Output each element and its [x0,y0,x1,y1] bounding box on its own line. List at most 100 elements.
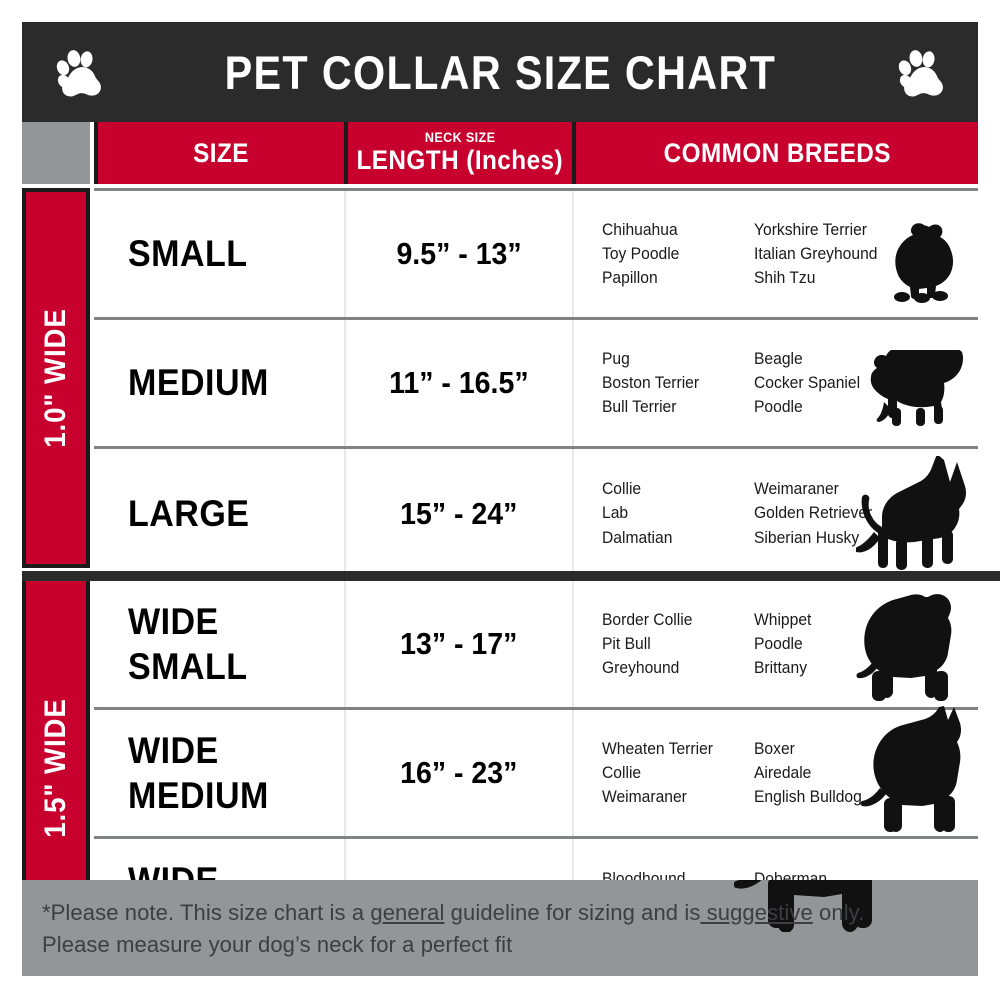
page-title: PET COLLAR SIZE CHART [224,45,776,99]
breed-item: Weimaraner [602,787,687,807]
breed-item: Whippet [754,609,812,629]
breed-item: Airedale [754,762,812,782]
size-label: SMALL [128,233,248,275]
breed-item: Papillon [602,268,658,288]
size-label: WIDE [128,729,219,771]
column-header-length: NECK SIZE LENGTH (Inches) [344,122,572,184]
breed-item: Toy Poodle [602,243,680,263]
cell-breeds: Pug Boston Terrier Bull Terrier Beagle C… [572,320,978,446]
breed-item: Cocker Spaniel [754,372,861,392]
breed-item: Collie [602,762,642,782]
length-value: 15” - 24” [400,495,518,531]
cell-length: 11” - 16.5” [344,320,572,446]
rail-label-text: 1.5" WIDE [39,698,72,838]
rail-label-1-0-wide: 1.0" WIDE [22,188,90,568]
column-header-size-label: SIZE [193,137,249,168]
length-value: 13” - 17” [400,626,518,661]
breed-item: Golden Retriever [754,503,873,523]
size-label: LARGE [128,492,250,534]
cell-length: 9.5” - 13” [344,191,572,317]
cell-length: 15” - 24” [344,449,572,578]
breed-item: Italian Greyhound [754,243,878,263]
corner-cell [22,122,90,184]
breed-column-1: Pug Boston Terrier Bull Terrier [602,347,742,419]
footer-text-c: only. [812,900,865,925]
breed-item: Boston Terrier [602,372,700,392]
breed-item: Beagle [754,348,803,368]
column-header-breeds-label: COMMON BREEDS [663,137,891,168]
breed-column-2: Beagle Cocker Spaniel Poodle [754,347,910,419]
column-header-length-caption: NECK SIZE [424,129,496,145]
breed-item: English Bulldog [754,787,862,807]
size-label: MEDIUM [128,775,269,816]
breed-item: Bull Terrier [602,397,677,417]
cell-breeds: Border Collie Pit Bull Greyhound Whippet… [572,581,978,707]
cell-breeds: Chihuahua Toy Poodle Papillon Yorkshire … [572,191,978,317]
length-value: 11” - 16.5” [389,365,529,400]
breed-item: Lab [602,503,629,523]
size-table: 1.0" WIDE 1.5" WIDE SIZE NECK SIZE LENGT… [22,122,1000,976]
table-row: WIDE SMALL 13” - 17” Border Collie Pit B… [94,581,978,710]
cell-size: SMALL [94,191,344,317]
footer-line-2: Please measure your dog’s neck for a per… [42,931,513,957]
breed-item: Siberian Husky [754,527,860,547]
table-row: WIDE MEDIUM 16” - 23” Wheaten Terrier Co… [94,706,978,839]
breed-item: Poodle [754,633,803,653]
pet-collar-size-chart: PET COLLAR SIZE CHART 1.0" WIDE 1.5" W [22,22,1000,976]
size-label: MEDIUM [128,362,269,404]
breed-column-2: Yorkshire Terrier Italian Greyhound Shih… [754,218,910,290]
breed-item: Brittany [754,658,808,678]
cell-length: 13” - 17” [344,581,572,707]
size-label: SMALL [128,646,248,687]
cell-size: LARGE [94,449,344,578]
length-value: 9.5” - 13” [396,236,522,271]
cell-breeds: Wheaten Terrier Collie Weimaraner Boxer … [572,706,978,836]
cell-breeds: Collie Lab Dalmatian Weimaraner Golden R… [572,449,978,578]
breed-column-2: Whippet Poodle Brittany [754,608,910,680]
rail-label-text: 1.0" WIDE [39,308,72,448]
breed-item: Pit Bull [602,633,651,653]
table-row: MEDIUM 11” - 16.5” Pug Boston Terrier Bu… [94,320,978,449]
doberman-silhouette [733,880,906,937]
paw-print-icon [52,45,106,99]
breed-item: Dalmatian [602,527,673,547]
breed-column-2: Boxer Airedale English Bulldog [754,737,910,809]
table-row: LARGE 15” - 24” Collie Lab Dalmatian Wei… [94,449,978,578]
breed-item: Weimaraner [754,479,839,499]
breed-item: Poodle [754,397,803,417]
footer-note: *Please note. This size chart is a gener… [22,880,978,976]
footer-text-b: guideline for sizing and is [444,900,701,925]
footer-line-1: *Please note. This size chart is a gener… [42,897,958,929]
breed-column-1: Border Collie Pit Bull Greyhound [602,608,742,680]
paw-print-icon [894,45,948,99]
breed-item: Pug [602,348,630,368]
breed-item: Boxer [754,738,795,758]
breed-item: Wheaten Terrier [602,738,713,758]
cell-length: 16” - 23” [344,710,572,836]
cell-size: MEDIUM [94,320,344,446]
column-header-size: SIZE [94,122,344,184]
width-rail-column: 1.0" WIDE 1.5" WIDE [22,122,90,976]
breed-item: Border Collie [602,609,693,629]
column-header-breeds: COMMON BREEDS [572,122,978,184]
breed-item: Chihuahua [602,219,678,239]
breed-item: Yorkshire Terrier [754,219,868,239]
cell-size: WIDE SMALL [94,581,344,707]
breed-column-1: Collie Lab Dalmatian [602,477,742,549]
breed-column-2: Weimaraner Golden Retriever Siberian Hus… [754,477,910,549]
breed-item: Greyhound [602,658,680,678]
table-row: SMALL 9.5” - 13” Chihuahua Toy Poodle Pa… [94,191,978,320]
footer-underline-suggestive: suggestive [700,900,813,925]
breed-item: Shih Tzu [754,268,816,288]
footer-text-a: *Please note. This size chart is a [42,900,371,925]
column-header-length-label: LENGTH (Inches) [356,145,564,175]
size-label: WIDE [128,600,219,642]
breed-column-1: Chihuahua Toy Poodle Papillon [602,218,742,290]
table-body: SMALL 9.5” - 13” Chihuahua Toy Poodle Pa… [22,188,1000,968]
breed-column-1: Wheaten Terrier Collie Weimaraner [602,737,742,809]
section-divider [22,571,1000,581]
cell-size: WIDE MEDIUM [94,710,344,836]
footer-underline-general: general [370,900,445,925]
length-value: 16” - 23” [400,755,518,790]
chart-title-bar: PET COLLAR SIZE CHART [22,22,978,122]
